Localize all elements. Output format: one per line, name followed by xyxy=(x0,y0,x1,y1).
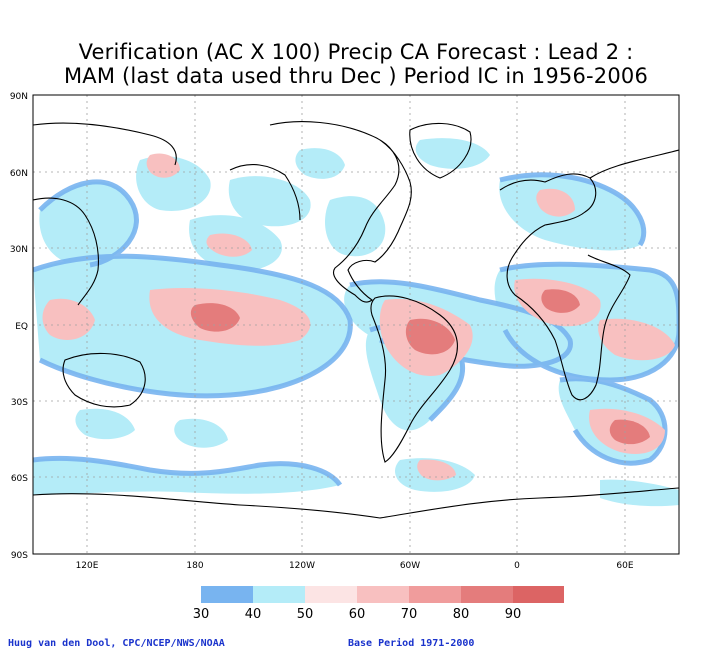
legend-label: 70 xyxy=(401,607,418,622)
lon-label: 180 xyxy=(186,561,203,571)
credit-author: Huug van den Dool, CPC/NCEP/NWS/NOAA xyxy=(8,638,225,649)
coastlines xyxy=(33,121,679,519)
lon-label: 120W xyxy=(289,561,315,571)
map-frame xyxy=(32,94,680,555)
legend-label: 80 xyxy=(453,607,470,622)
lat-label: 60N xyxy=(10,169,28,179)
lat-label: 60S xyxy=(11,474,28,484)
lat-label: EQ xyxy=(15,322,28,332)
title-line-2: MAM (last data used thru Dec ) Period IC… xyxy=(63,64,649,88)
legend-swatch xyxy=(409,586,461,603)
lat-label: 30N xyxy=(10,245,28,255)
legend-swatch xyxy=(357,586,409,603)
lat-label: 30S xyxy=(11,398,28,408)
latitude-labels: 90N 60N 30N EQ 30S 60S 90S xyxy=(10,92,28,561)
title-line-1: Verification (AC X 100) Precip CA Foreca… xyxy=(78,40,634,64)
legend-label: 90 xyxy=(505,607,522,622)
shaded-correlation-field xyxy=(33,138,679,507)
lon-label: 120E xyxy=(76,561,99,571)
longitude-labels: 120E 180 120W 60W 0 60E xyxy=(76,561,634,571)
legend-swatch xyxy=(201,586,253,603)
legend-label: 60 xyxy=(349,607,366,622)
legend-swatch xyxy=(461,586,513,603)
legend-label: 30 xyxy=(193,607,210,622)
legend-label: 40 xyxy=(245,607,262,622)
credit-base-period: Base Period 1971-2000 xyxy=(348,638,475,649)
lon-label: 60E xyxy=(616,561,633,571)
legend-swatch xyxy=(305,586,357,603)
lon-label: 0 xyxy=(514,561,520,571)
color-legend: 30 40 50 60 70 80 90 xyxy=(193,586,564,622)
graticule xyxy=(33,95,679,554)
lat-label: 90S xyxy=(11,551,28,561)
legend-swatch xyxy=(253,586,305,603)
legend-swatch xyxy=(513,586,564,603)
lat-label: 90N xyxy=(10,92,28,102)
legend-label: 50 xyxy=(297,607,314,622)
lon-label: 60W xyxy=(400,561,420,571)
